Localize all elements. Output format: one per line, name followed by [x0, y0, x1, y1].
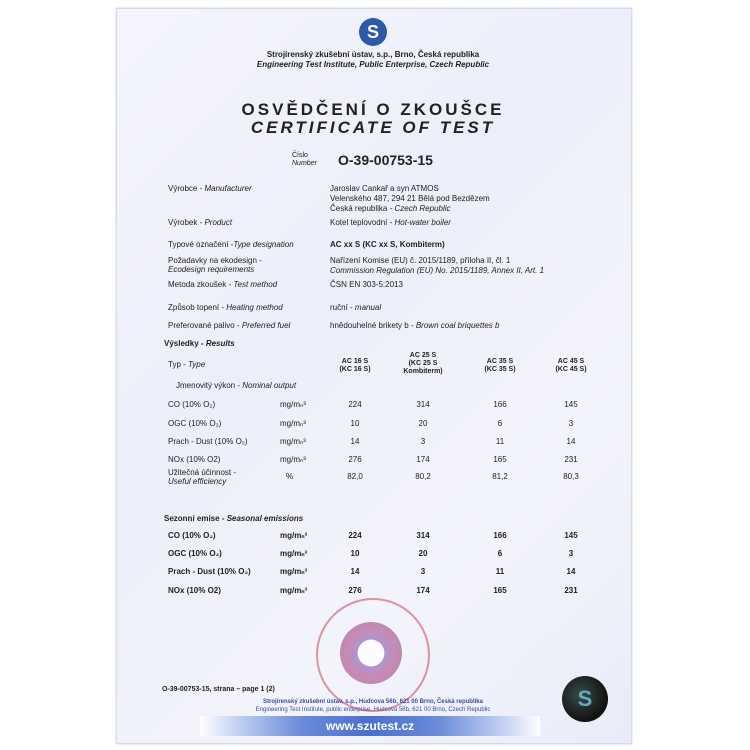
row-value: 3 — [420, 567, 426, 576]
nominal-output-label: Jmenovitý výkon - Nominal output — [176, 381, 297, 390]
title-en: CERTIFICATE OF TEST — [250, 118, 496, 137]
page-number: O-39-00753-15, strana – page 1 (2) — [162, 686, 275, 693]
hologram-seal: S — [562, 676, 608, 722]
row-value: 14 — [566, 437, 576, 446]
ecodesign-value: Nařízení Komise (EU) č. 2015/1189, přílo… — [330, 256, 545, 275]
heating-method-value: ruční - manual — [330, 303, 382, 312]
row-value: 3 — [568, 549, 574, 558]
row-value: 81,2 — [492, 472, 508, 481]
row-value: 166 — [493, 531, 507, 540]
footer-address-cz: Strojírenský zkušební ústav, s.p., Hudco… — [263, 699, 483, 705]
row-label: Užitečná účinnost - Useful efficiency — [168, 468, 237, 486]
row-unit: mg/mₙ³ — [280, 549, 308, 558]
seasonal-emissions-heading: Sezonní emise - Seasonal emissions — [164, 514, 304, 523]
row-value: 6 — [497, 549, 503, 558]
row-value: 231 — [564, 455, 578, 464]
model-header: AC 45 S (KC 45 S) — [555, 358, 587, 373]
type-label: Typ - Type — [168, 360, 206, 369]
row-value: 11 — [495, 567, 505, 576]
type-designation-value: AC xx S (KC xx S, Kombiterm) — [330, 240, 445, 249]
org-name-cz: Strojírenský zkušební ústav, s.p., Brno,… — [266, 50, 480, 59]
row-value: 165 — [493, 586, 507, 595]
row-unit: mg/mₙ³ — [280, 567, 308, 576]
product-value: Kotel teplovodní - Hot-water boiler — [330, 218, 451, 227]
row-label: Prach - Dust (10% O₂) — [168, 437, 248, 446]
manufacturer-label: Výrobce - Manufacturer — [168, 184, 252, 193]
row-value: 80,3 — [563, 472, 579, 481]
row-value: 174 — [416, 455, 430, 464]
row-value: 145 — [564, 400, 578, 409]
row-value: 10 — [350, 549, 360, 558]
row-value: 10 — [350, 419, 360, 428]
product-label: Výrobek - Product — [168, 218, 233, 227]
results-heading: Výsledky - Results — [164, 339, 235, 348]
row-label: OGC (10% O₂) — [168, 549, 222, 558]
row-unit: % — [286, 472, 294, 481]
row-value: 224 — [348, 400, 362, 409]
row-value: 314 — [416, 400, 430, 409]
row-value: 82,0 — [347, 472, 363, 481]
row-unit: mg/mₙ³ — [280, 531, 308, 540]
row-value: 6 — [497, 419, 503, 428]
title-cz: OSVĚDČENÍ O ZKOUŠCE — [241, 100, 505, 119]
official-stamp — [316, 598, 430, 712]
certificate-number: O-39-00753-15 — [338, 152, 433, 168]
footer-address-en: Engineering Test Institute, public enter… — [255, 707, 491, 713]
row-value: 174 — [416, 586, 430, 595]
manufacturer-value: Jaroslav Cankař a syn ATMOS Velenského 48… — [330, 184, 490, 213]
row-unit: mg/mₙ³ — [280, 419, 306, 428]
ecodesign-label: Požadavky na ekodesign - Ecodesign requi… — [168, 256, 262, 274]
org-name-en: Engineering Test Institute, Public Enter… — [256, 60, 490, 69]
heating-method-label: Způsob topení - Heating method — [168, 303, 283, 312]
row-value: 276 — [348, 586, 362, 595]
row-value: 14 — [350, 437, 360, 446]
row-label: CO (10% O₂) — [168, 531, 216, 540]
row-value: 20 — [418, 549, 428, 558]
row-unit: mg/mₙ³ — [280, 455, 306, 464]
row-label: Prach - Dust (10% O₂) — [168, 567, 251, 576]
row-value: 276 — [348, 455, 362, 464]
row-unit: mg/mₙ³ — [280, 400, 306, 409]
row-value: 314 — [416, 531, 430, 540]
row-value: 3 — [568, 419, 574, 428]
row-unit: mg/mₙ³ — [280, 437, 306, 446]
type-designation-label: Typové označení -Type designation — [168, 240, 294, 249]
model-header: AC 25 S (KC 25 S Kombiterm) — [403, 352, 443, 375]
row-value: 231 — [564, 586, 578, 595]
row-label: NOx (10% O2) — [168, 455, 221, 464]
row-label: OGC (10% O₂) — [168, 419, 222, 428]
test-method-value: ČSN EN 303-5:2013 — [330, 280, 403, 289]
row-value: 3 — [420, 437, 426, 446]
test-method-label: Metoda zkoušek - Test method — [168, 280, 278, 289]
row-value: 224 — [348, 531, 362, 540]
row-label: NOx (10% O2) — [168, 586, 221, 595]
row-value: 11 — [495, 437, 505, 446]
fuel-label: Preferované palivo - Preferred fuel — [168, 321, 291, 330]
number-label: Číslo Number — [292, 152, 317, 167]
row-value: 14 — [350, 567, 360, 576]
row-value: 20 — [418, 419, 428, 428]
row-unit: mg/mₙ³ — [280, 586, 308, 595]
model-header: AC 35 S (KC 35 S) — [484, 358, 516, 373]
row-value: 165 — [493, 455, 507, 464]
website-link[interactable]: www.szutest.cz — [200, 716, 540, 736]
fuel-value: hnědouhelné brikety b - Brown coal briqu… — [330, 321, 500, 330]
row-value: 14 — [566, 567, 576, 576]
row-label: CO (10% O₂) — [168, 400, 216, 409]
row-value: 145 — [564, 531, 578, 540]
row-value: 166 — [493, 400, 507, 409]
szu-logo: S — [359, 18, 387, 46]
model-header: AC 16 S (KC 16 S) — [339, 358, 371, 373]
row-value: 80,2 — [415, 472, 431, 481]
